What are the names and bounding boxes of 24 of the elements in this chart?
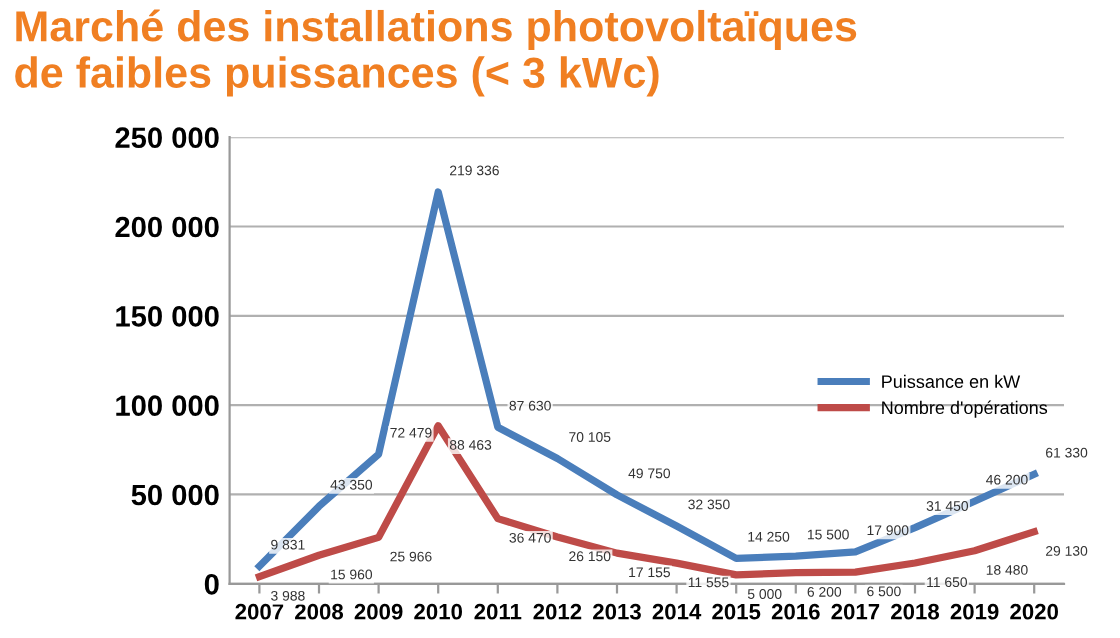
x-tick-label: 2012 (533, 603, 582, 620)
y-tick-label: 200 000 (115, 216, 219, 238)
chart-title: Marché des installations photovoltaïques de faibles puissances (< 3 kWc) (15, 9, 857, 97)
y-tick-label: 250 000 (115, 127, 219, 149)
legend-label: Puissance en kW (882, 374, 1021, 389)
x-tick-label: 2007 (235, 603, 284, 620)
y-tick-label: 50 000 (131, 484, 219, 506)
x-tick-label: 2014 (652, 603, 702, 620)
y-tick-label: 150 000 (116, 306, 219, 327)
x-tick-label: 2018 (891, 603, 940, 620)
y-tick-label: 100 000 (116, 395, 219, 416)
x-tick-label: 2015 (712, 603, 761, 620)
legend-label: Nombre d'opérations (882, 400, 1048, 418)
line-series (255, 422, 1038, 581)
x-tick-label: 2011 (474, 603, 522, 620)
y-tick-label: 0 (204, 573, 219, 595)
x-tick-label: 2016 (771, 603, 820, 620)
x-tick-label: 2009 (354, 603, 403, 620)
x-tick-label: 2010 (414, 603, 463, 620)
x-tick-label: 2008 (295, 603, 344, 620)
x-tick-label: 2019 (950, 603, 999, 620)
x-tick-label: 2017 (831, 603, 880, 620)
x-tick-label: 2020 (1010, 603, 1059, 620)
x-tick-label: 2013 (593, 603, 641, 620)
